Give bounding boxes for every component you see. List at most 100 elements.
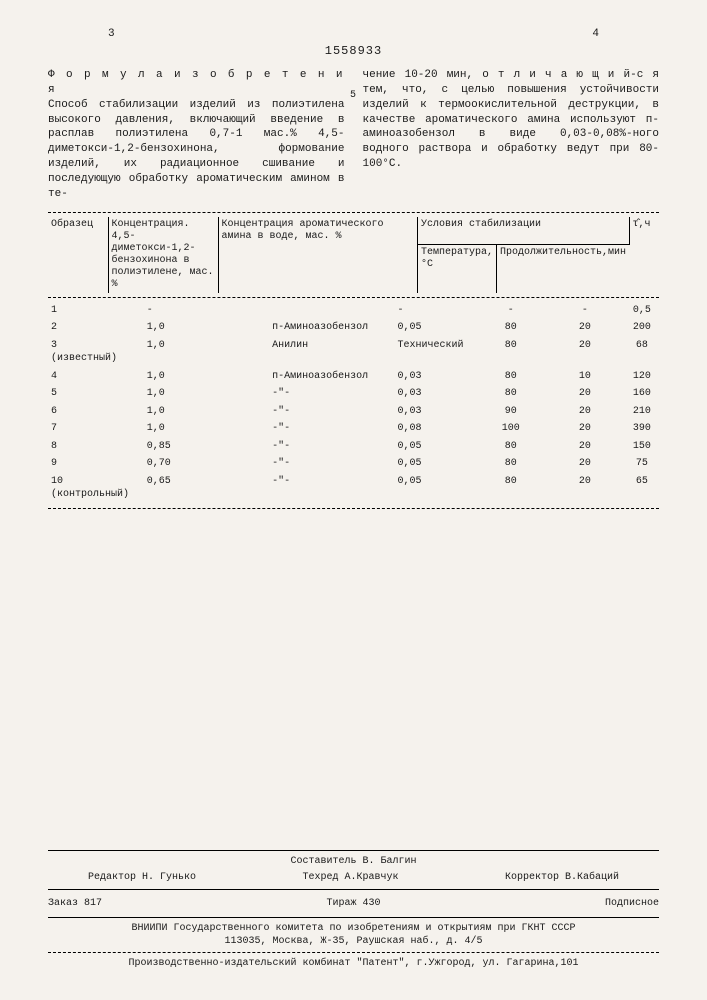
cell: 10(контрольный) [48, 473, 144, 504]
table-row: 51,0-"-0,038020160 [48, 385, 659, 403]
cell: 2 [48, 319, 144, 337]
cell: 120 [625, 368, 659, 386]
cell: 68 [625, 337, 659, 368]
th-sample: Образец [48, 217, 108, 293]
cell: 1,0 [144, 403, 269, 421]
cell: 20 [545, 319, 625, 337]
cell: 0,05 [395, 455, 477, 473]
cell: 80 [477, 337, 545, 368]
cell: 20 [545, 438, 625, 456]
cell: - [477, 302, 545, 320]
order-num: Заказ 817 [48, 898, 102, 909]
table-row: 41,0п-Аминоазобензол0,038010120 [48, 368, 659, 386]
corrector: Корректор В.Кабаций [505, 872, 619, 883]
cell: 390 [625, 420, 659, 438]
cell: 20 [545, 455, 625, 473]
cell: -"- [269, 403, 394, 421]
cell: 0,05 [395, 473, 477, 504]
cell: -"- [269, 455, 394, 473]
cell: 20 [545, 473, 625, 504]
cell: 5 [48, 385, 144, 403]
cell: 10 [545, 368, 625, 386]
cell: 0,03 [395, 368, 477, 386]
table-row: 80,85-"-0,058020150 [48, 438, 659, 456]
th-conc-amine: Концентрация ароматического амина в воде… [218, 217, 417, 293]
table-row: 1----0,5 [48, 302, 659, 320]
tech-editor: Техред А.Кравчук [302, 872, 398, 883]
org-line-1: ВНИИПИ Государственного комитета по изоб… [48, 922, 659, 935]
cell: -"- [269, 438, 394, 456]
cell: 80 [477, 385, 545, 403]
cell: 210 [625, 403, 659, 421]
table-row: 71,0-"-0,0810020390 [48, 420, 659, 438]
cell: 1,0 [144, 337, 269, 368]
cell: 0,5 [625, 302, 659, 320]
left-col-text: Способ стабилизации изделий из полиэтиле… [48, 99, 345, 200]
cell: 80 [477, 438, 545, 456]
cell: 0,65 [144, 473, 269, 504]
right-page-num: 4 [592, 28, 599, 40]
org-line-3: Производственно-издательский комбинат "П… [48, 957, 659, 970]
right-column: чение 10-20 мин, о т л и ч а ю щ и й-с я… [363, 68, 660, 202]
cell: Анилин [269, 337, 394, 368]
table-row: 90,70-"-0,05802075 [48, 455, 659, 473]
formula-title: Ф о р м у л а и з о б р е т е н и я [48, 69, 345, 96]
th-conc-benzo: Концентрация. 4,5-диметокси-1,2-бензохин… [108, 217, 218, 293]
cell: 20 [545, 385, 625, 403]
cell: 90 [477, 403, 545, 421]
cell: 0,85 [144, 438, 269, 456]
cell: 0,03 [395, 403, 477, 421]
th-conditions: Условия стабилизации [417, 217, 629, 245]
th-tau: τ̂,ч [629, 217, 659, 293]
cell: 1,0 [144, 319, 269, 337]
org-line-2: 113035, Москва, Ж-35, Раушская наб., д. … [48, 935, 659, 948]
cell: 100 [477, 420, 545, 438]
cell: 4 [48, 368, 144, 386]
table-top-rule [48, 212, 659, 213]
cell: п-Аминоазобензол [269, 368, 394, 386]
cell: 0,05 [395, 438, 477, 456]
line-marker-5: 5 [350, 90, 356, 101]
right-col-text: чение 10-20 мин, о т л и ч а ю щ и й-с я… [363, 69, 660, 170]
cell: 6 [48, 403, 144, 421]
cell [269, 302, 394, 320]
left-page-num: 3 [108, 28, 115, 40]
cell: 1,0 [144, 368, 269, 386]
table-row: 10(контрольный)0,65-"-0,05802065 [48, 473, 659, 504]
body-text: Ф о р м у л а и з о б р е т е н и я Спос… [48, 68, 659, 202]
cell: -"- [269, 420, 394, 438]
table-bottom-rule [48, 508, 659, 509]
table-row: 3(известный)1,0АнилинТехнический802068 [48, 337, 659, 368]
compiler: Составитель В. Балгин [48, 855, 659, 868]
cell: п-Аминоазобензол [269, 319, 394, 337]
cell: 8 [48, 438, 144, 456]
tirage: Тираж 430 [326, 898, 380, 909]
cell: 0,05 [395, 319, 477, 337]
table-row: 61,0-"-0,039020210 [48, 403, 659, 421]
cell: 80 [477, 368, 545, 386]
data-table-body: 1----0,521,0п-Аминоазобензол0,0580202003… [48, 302, 659, 504]
footer: Составитель В. Балгин Редактор Н. Гунько… [48, 846, 659, 970]
cell: 3(известный) [48, 337, 144, 368]
document-number: 1558933 [48, 44, 659, 58]
cell: Технический [395, 337, 477, 368]
cell: 20 [545, 403, 625, 421]
table-header-rule [48, 297, 659, 298]
table-row: 21,0п-Аминоазобензол0,058020200 [48, 319, 659, 337]
th-duration: Продолжительность,мин [496, 244, 629, 292]
cell: 0,08 [395, 420, 477, 438]
cell: 20 [545, 420, 625, 438]
cell: 150 [625, 438, 659, 456]
cell: 80 [477, 319, 545, 337]
cell: - [395, 302, 477, 320]
cell: - [144, 302, 269, 320]
cell: 0,70 [144, 455, 269, 473]
cell: 80 [477, 473, 545, 504]
left-column: Ф о р м у л а и з о б р е т е н и я Спос… [48, 68, 345, 202]
cell: 80 [477, 455, 545, 473]
cell: 65 [625, 473, 659, 504]
subscribe: Подписное [605, 898, 659, 909]
cell: 7 [48, 420, 144, 438]
cell: 20 [545, 337, 625, 368]
page-numbers: 3 4 [48, 28, 659, 40]
